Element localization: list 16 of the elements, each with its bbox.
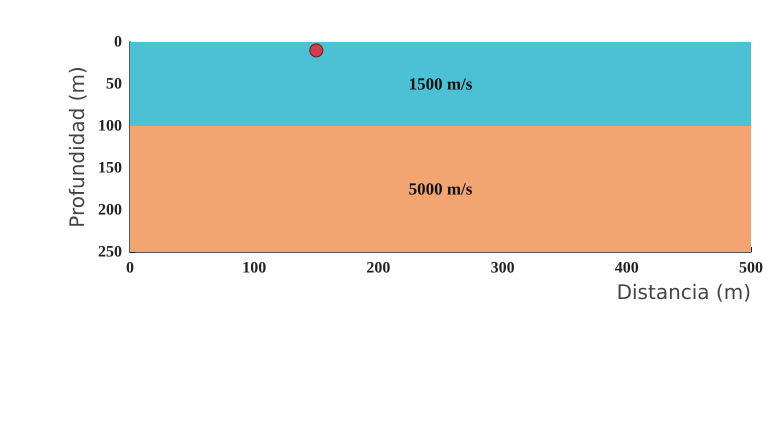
band-label: 5000 m/s (408, 180, 473, 198)
x-tick-label: 200 (366, 260, 390, 276)
y-tick-label: 50 (106, 76, 122, 92)
y-tick-label: 0 (114, 34, 122, 50)
y-tick-label: 200 (98, 202, 122, 218)
band-label: 1500 m/s (408, 74, 473, 94)
y-tick-label: 250 (98, 244, 122, 260)
x-tick-label: 100 (242, 260, 266, 276)
x-tick-label: 400 (614, 260, 639, 276)
x-tick-label: 500 (739, 260, 763, 276)
x-axis-title: Distancia (m) (616, 280, 751, 304)
x-tick-label: 300 (490, 260, 515, 276)
y-axis-title: Profundidad (m) (65, 66, 90, 228)
y-tick-label: 100 (98, 118, 122, 134)
y-tick-label: 150 (98, 160, 122, 176)
x-tick-label: 0 (126, 260, 134, 276)
